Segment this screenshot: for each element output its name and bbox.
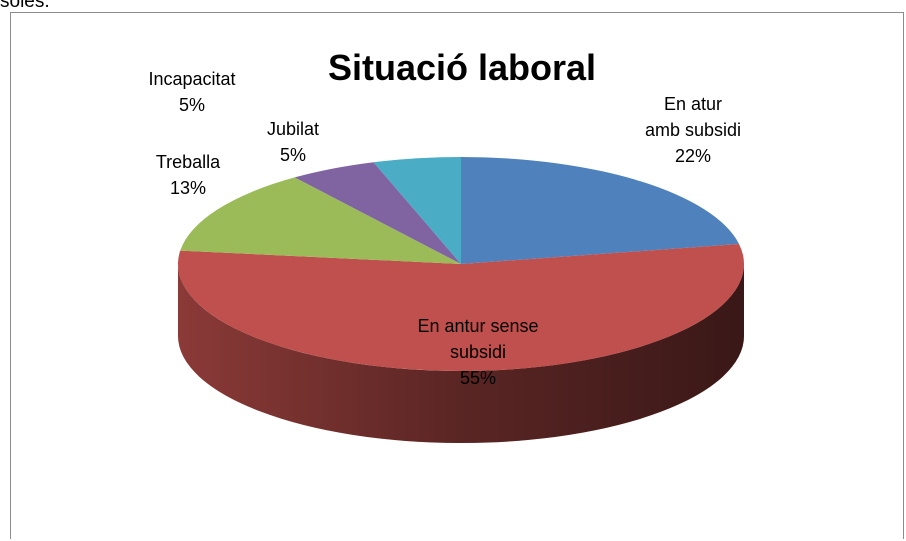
- pie-slice-side-shade: [178, 264, 744, 443]
- pie-slice: [294, 162, 461, 264]
- category-label: En antur sense subsidi: [417, 316, 539, 362]
- data-label: Incapacitat 5%: [148, 66, 235, 118]
- data-label: En atur amb subsidi 22%: [645, 91, 741, 169]
- category-label: En atur amb subsidi: [644, 94, 742, 140]
- pie-slice: [373, 157, 461, 264]
- data-label: En antur sense subsidi 55%: [417, 313, 538, 391]
- data-label: Jubilat 5%: [267, 116, 319, 168]
- value-label: 55%: [459, 368, 497, 388]
- pie-slice: [461, 157, 739, 264]
- category-label: Incapacitat: [148, 69, 236, 89]
- body-text: soles.: [0, 0, 50, 12]
- category-label: Treballa: [155, 152, 221, 172]
- category-label: Jubilat: [266, 119, 320, 139]
- value-label: 22%: [674, 146, 712, 166]
- value-label: 13%: [169, 178, 207, 198]
- pie-slice: [180, 177, 461, 264]
- chart-title: Situació laboral: [327, 47, 597, 88]
- pie-slice: [178, 243, 745, 371]
- data-label: Treballa 13%: [156, 149, 220, 201]
- value-label: 5%: [279, 145, 306, 165]
- value-label: 5%: [178, 95, 205, 115]
- chart-frame: [10, 12, 904, 539]
